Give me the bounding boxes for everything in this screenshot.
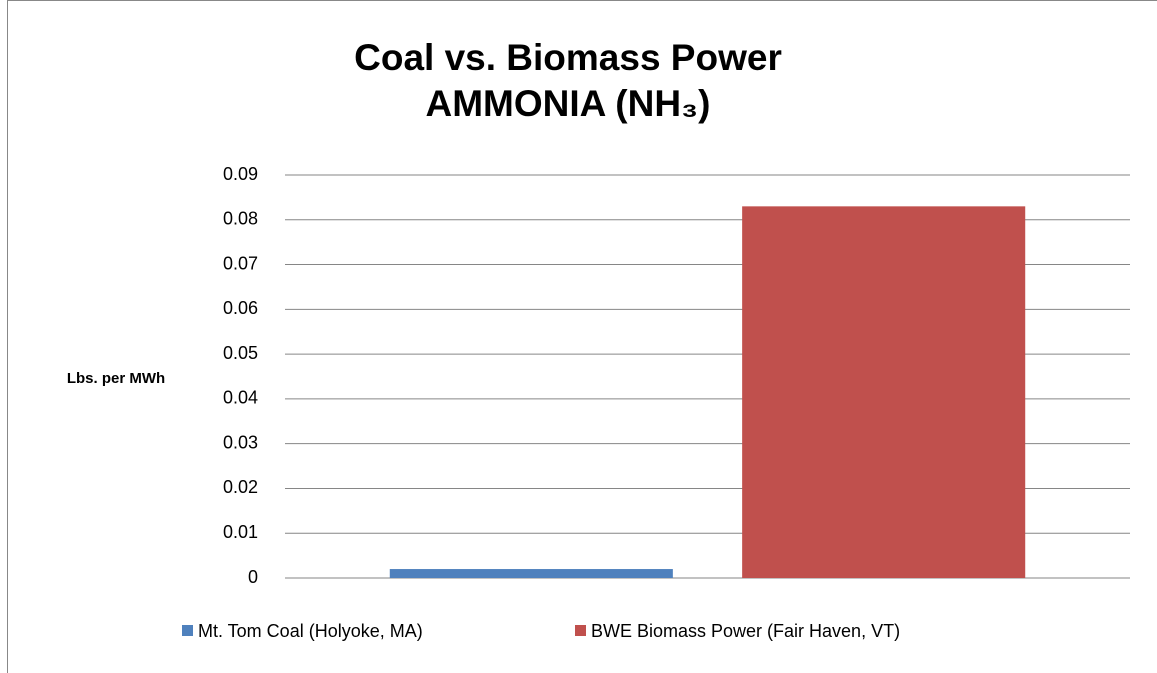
- bar: [742, 206, 1026, 578]
- chart-title: Coal vs. Biomass Power: [354, 37, 782, 78]
- legend-label: Mt. Tom Coal (Holyoke, MA): [198, 621, 423, 641]
- y-tick-label: 0.01: [223, 522, 258, 542]
- y-tick-label: 0.05: [223, 343, 258, 363]
- y-tick-label: 0: [248, 567, 258, 587]
- y-tick-label: 0.02: [223, 477, 258, 497]
- bar: [389, 569, 673, 578]
- chart-subtitle: AMMONIA (NH₃): [426, 83, 711, 124]
- y-tick-label: 0.03: [223, 432, 258, 452]
- legend-label: BWE Biomass Power (Fair Haven, VT): [591, 621, 900, 641]
- legend-swatch: [575, 625, 586, 636]
- chart-border: [7, 0, 1157, 673]
- y-tick-label: 0.04: [223, 388, 258, 408]
- y-tick-label: 0.09: [223, 164, 258, 184]
- y-tick-label: 0.06: [223, 298, 258, 318]
- legend-swatch: [182, 625, 193, 636]
- y-tick-label: 0.07: [223, 253, 258, 273]
- y-tick-label: 0.08: [223, 209, 258, 229]
- y-axis-label: Lbs. per MWh: [67, 370, 165, 387]
